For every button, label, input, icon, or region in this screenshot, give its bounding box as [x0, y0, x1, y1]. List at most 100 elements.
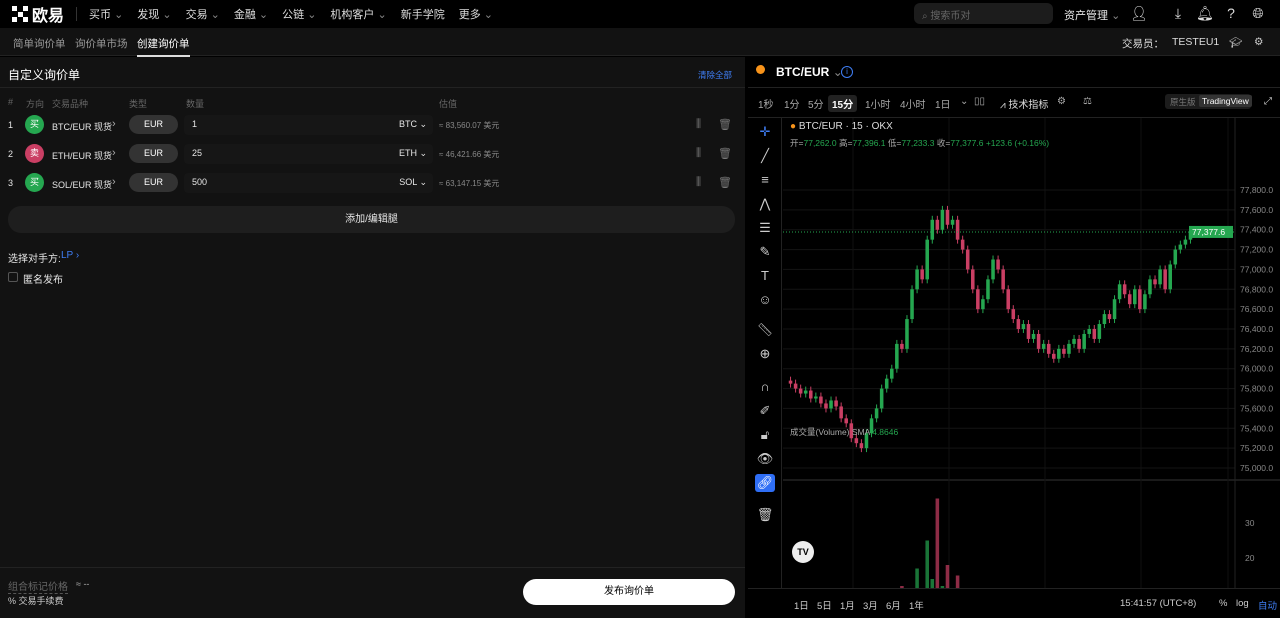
candle-type-icon[interactable]: ▯▯: [974, 96, 986, 107]
zoom-in-icon[interactable]: ⊕: [759, 346, 771, 361]
quantity-input[interactable]: 25 ETH ⌄: [184, 144, 433, 164]
interval-6[interactable]: 1日: [935, 100, 951, 111]
log-scale-toggle[interactable]: log: [1236, 598, 1249, 609]
link-icon[interactable]: 🔗︎: [755, 474, 775, 492]
tab-create-rfq[interactable]: 创建询价单: [137, 38, 190, 57]
tab-rfq-market[interactable]: 询价单市场: [75, 38, 128, 50]
brush-icon[interactable]: ✎: [759, 244, 771, 259]
quantity-input[interactable]: 500 SOL ⌄: [184, 173, 433, 193]
candle-body: [884, 378, 889, 389]
view-tradingview[interactable]: TradingView: [1199, 95, 1252, 107]
user-icon[interactable]: 👤︎: [1130, 5, 1148, 21]
col-header-instrument: 交易品种: [52, 99, 89, 109]
candle-body: [844, 418, 848, 424]
view-native[interactable]: 原生版: [1170, 97, 1196, 107]
price-tick-label: 77,600.0: [1240, 205, 1273, 215]
chart-settings-icon[interactable]: ⚙: [1057, 96, 1066, 107]
price-tick-label: 75,000.0: [1240, 463, 1273, 473]
nav-item-7[interactable]: 更多: [459, 6, 493, 22]
range-2[interactable]: 1月: [840, 601, 855, 612]
unlock-icon[interactable]: 🔓︎: [760, 427, 770, 442]
counterparty-select[interactable]: LP ›: [61, 250, 80, 261]
text-icon[interactable]: T: [761, 268, 769, 283]
candle-body: [1041, 343, 1046, 349]
delete-leg-icon[interactable]: 🗑︎: [718, 119, 732, 131]
type-select[interactable]: EUR: [129, 144, 178, 163]
bell-icon[interactable]: 🔔︎: [1196, 5, 1214, 21]
crosshair-icon[interactable]: ✛: [759, 124, 771, 139]
percent-scale-toggle[interactable]: %: [1219, 598, 1228, 609]
indicators-button[interactable]: ⩘ 技术指标: [1000, 96, 1048, 111]
info-icon[interactable]: i: [841, 66, 853, 78]
brand-logo[interactable]: 欧易: [12, 2, 64, 26]
help-icon[interactable]: ?: [1227, 5, 1235, 21]
nav-item-5[interactable]: 机构客户: [330, 6, 386, 22]
side-badge[interactable]: 卖: [25, 144, 44, 163]
fee-link[interactable]: % 交易手续费: [8, 594, 64, 607]
range-3[interactable]: 3月: [863, 601, 878, 612]
candlestick-chart[interactable]: 77,800.0 77,600.0 77,400.0 77,200.0 77,000.0…: [783, 118, 1280, 588]
unit-select[interactable]: ETH ⌄: [398, 148, 427, 158]
delete-leg-icon[interactable]: 🗑︎: [718, 148, 732, 160]
nav-item-2[interactable]: 交易: [186, 6, 220, 22]
range-0[interactable]: 1日: [794, 601, 809, 612]
eye-icon[interactable]: 👁︎: [756, 451, 774, 466]
symbol-selector[interactable]: BTC/EUR ⌄: [776, 65, 843, 79]
anonymous-checkbox[interactable]: [8, 272, 18, 282]
leg-chart-icon[interactable]: ⫼: [696, 176, 702, 188]
leg-chart-icon[interactable]: ⫼: [696, 118, 702, 130]
trash-icon[interactable]: 🗑︎: [756, 507, 774, 522]
horizontal-lines-icon[interactable]: ≡: [761, 172, 769, 187]
interval-2[interactable]: 5分: [808, 100, 824, 111]
type-select[interactable]: EUR: [129, 115, 178, 134]
delete-leg-icon[interactable]: 🗑︎: [718, 177, 732, 189]
quantity-input[interactable]: 1 BTC ⌄: [184, 115, 433, 135]
nav-item-0[interactable]: 买币: [89, 6, 123, 22]
leg-index: 3: [8, 178, 14, 188]
side-badge[interactable]: 买: [25, 173, 44, 192]
interval-5[interactable]: 4小时: [900, 100, 926, 111]
nav-item-1[interactable]: 发现: [137, 6, 171, 22]
download-icon[interactable]: ⤓: [1174, 5, 1182, 21]
range-4[interactable]: 6月: [886, 601, 901, 612]
clear-all-link[interactable]: 清除全部: [698, 70, 733, 80]
nav-item-6[interactable]: 新手学院: [400, 9, 445, 21]
interval-1[interactable]: 1分: [784, 100, 800, 111]
settings-icon[interactable]: ⚙: [1254, 36, 1264, 48]
leg-chart-icon[interactable]: ⫼: [696, 147, 702, 159]
interval-0[interactable]: 1秒: [758, 100, 774, 111]
instrument-chevron-icon[interactable]: ›: [112, 147, 116, 159]
compare-scale-icon[interactable]: ⚖: [1083, 96, 1092, 107]
tradingview-logo[interactable]: TV: [792, 541, 814, 563]
ruler-icon[interactable]: 📏︎: [756, 322, 774, 337]
nav-item-3[interactable]: 金融: [234, 6, 268, 22]
instrument-chevron-icon[interactable]: ›: [112, 118, 116, 130]
range-1[interactable]: 5日: [817, 601, 832, 612]
auto-scale-toggle[interactable]: 自动: [1258, 601, 1278, 612]
type-select[interactable]: EUR: [129, 173, 178, 192]
fib-levels-icon[interactable]: ☰: [759, 220, 771, 235]
side-badge[interactable]: 买: [25, 115, 44, 134]
instrument-chevron-icon[interactable]: ›: [112, 176, 116, 188]
fullscreen-icon[interactable]: ⤢: [1264, 96, 1272, 107]
magnet-icon[interactable]: ∩: [760, 379, 770, 394]
search-input[interactable]: ⌕ 搜索币对: [914, 3, 1053, 24]
globe-icon[interactable]: 🌐︎: [1252, 5, 1264, 21]
academy-icon[interactable]: 🎓︎: [1229, 37, 1243, 49]
pitchfork-icon[interactable]: ⋀: [759, 196, 771, 211]
lock-drawing-icon[interactable]: ✐: [759, 403, 771, 418]
trend-line-icon[interactable]: ╱: [761, 148, 769, 163]
publish-rfq-button[interactable]: 发布询价单: [523, 579, 735, 605]
interval-3[interactable]: 15分: [828, 95, 858, 112]
emoji-icon[interactable]: ☺: [758, 292, 772, 307]
tab-simple-rfq[interactable]: 简单询价单: [13, 38, 66, 50]
unit-select[interactable]: SOL ⌄: [399, 177, 427, 187]
interval-4[interactable]: 1小时: [865, 100, 891, 111]
unit-select[interactable]: BTC ⌄: [398, 119, 427, 129]
candle-body: [1102, 314, 1107, 325]
add-edit-legs-button[interactable]: 添加/编辑腿: [8, 206, 735, 233]
range-5[interactable]: 1年: [909, 601, 924, 612]
interval-more-chevron-icon[interactable]: ⌄: [960, 96, 969, 107]
asset-management-menu[interactable]: 资产管理 ⌄: [1064, 10, 1121, 22]
nav-item-4[interactable]: 公链: [282, 6, 316, 22]
